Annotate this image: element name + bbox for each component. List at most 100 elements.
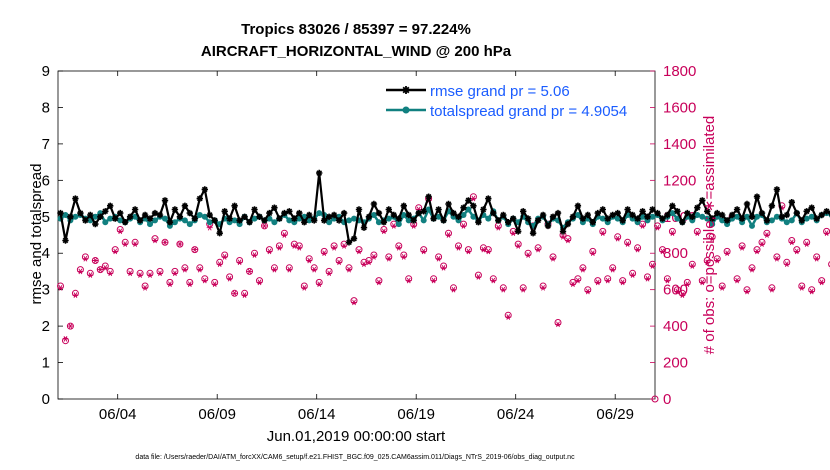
obs-assimilated-point [639, 223, 646, 229]
obs-possible-point [380, 226, 388, 233]
rmse-point [709, 215, 716, 222]
legend-rmse-marker [402, 86, 410, 94]
rmse-point [594, 209, 601, 217]
obs-possible-point [131, 238, 139, 246]
rmse-point [490, 209, 497, 217]
obs-possible-point [101, 262, 109, 270]
rmse-point [544, 222, 552, 230]
obs-possible-point [673, 286, 681, 294]
rmse-point [325, 213, 333, 220]
rmse-point [176, 213, 184, 220]
obs-assimilated-point [241, 292, 248, 298]
rmse-point [231, 202, 238, 209]
rmse-point [286, 208, 293, 215]
obs-possible-point [808, 286, 816, 294]
rmse-point [410, 217, 417, 224]
rmse-point [808, 204, 815, 211]
totalspread-point [803, 215, 810, 222]
rmse-point [455, 213, 462, 220]
x-axis-label: Jun.01,2019 00:00:00 start [267, 428, 446, 445]
obs-possible-point [753, 246, 761, 254]
obs-possible-point [86, 269, 94, 277]
obs-assimilated-point [599, 230, 606, 237]
obs-possible-point [574, 275, 582, 283]
obs-assimilated-point [256, 279, 263, 286]
totalspread-point [574, 212, 581, 218]
obs-possible-point [285, 264, 293, 272]
rmse-point [609, 211, 616, 219]
rmse-point [778, 213, 786, 220]
obs-possible-point [440, 262, 448, 270]
rmse-point [524, 215, 532, 222]
obs-possible-point [723, 247, 731, 255]
rmse-point [112, 215, 119, 222]
obs-possible-point [156, 267, 164, 275]
rmse-point [669, 202, 676, 209]
totalspread-point [375, 219, 382, 226]
obs-assimilated-point [261, 223, 268, 229]
obs-assimilated-point [749, 266, 756, 273]
obs-assimilated-point [276, 244, 283, 251]
obs-assimilated-point [236, 259, 243, 266]
obs-assimilated-point [186, 281, 193, 288]
rmse-point [689, 213, 696, 220]
obs-assimilated-point [624, 241, 631, 247]
rmse-point [72, 195, 79, 202]
left-y-axis-label: rmse and totalspread [28, 164, 45, 305]
obs-assimilated-point [122, 241, 129, 247]
obs-assimilated-point [480, 246, 487, 253]
obs-assimilated-point [699, 279, 706, 286]
left-y-tick-label: 3 [42, 282, 50, 299]
obs-possible-point [474, 271, 482, 279]
totalspread-point [400, 212, 407, 218]
obs-assimilated-point [719, 285, 726, 291]
rmse-point [520, 208, 527, 215]
right-y-tick-label: 1800 [663, 63, 696, 80]
left-y-tick-label: 4 [42, 245, 50, 262]
totalspread-point [326, 219, 333, 226]
totalspread-point [754, 213, 760, 220]
obs-possible-point [116, 226, 124, 233]
obs-possible-point [649, 260, 656, 268]
rmse-point [485, 195, 492, 202]
rmse-point [783, 211, 790, 219]
totalspread-point [734, 213, 741, 220]
rmse-point [510, 215, 517, 222]
rmse-point [793, 209, 800, 217]
rmse-point [579, 215, 587, 222]
obs-assimilated-point [520, 286, 527, 293]
obs-possible-point [111, 246, 119, 254]
rmse-point [201, 186, 208, 193]
totalspread-point [316, 210, 323, 217]
obs-assimilated-point [803, 241, 810, 247]
obs-possible-point [57, 282, 64, 290]
totalspread-point [719, 217, 726, 224]
obs-assimilated-point [783, 261, 790, 267]
rmse-point [505, 219, 512, 226]
obs-possible-point [355, 246, 363, 254]
x-tick-label: 06/09 [198, 406, 236, 423]
totalspread-point [117, 217, 124, 224]
obs-possible-point [584, 286, 592, 294]
left-y-tick-label: 0 [42, 391, 50, 408]
obs-assimilated-point [286, 266, 293, 273]
obs-possible-point [629, 269, 637, 277]
rmse-point [136, 217, 144, 224]
obs-possible-point [71, 289, 79, 297]
obs-possible-point [644, 273, 651, 281]
rmse-point [166, 219, 174, 226]
obs-possible-point [196, 264, 204, 272]
obs-assimilated-point [813, 255, 820, 262]
obs-possible-point [788, 237, 796, 244]
right-y-axis-label: # of obs: o=possible; ∗=assimilated [701, 116, 718, 355]
totalspread-point [181, 217, 188, 224]
rmse-point [161, 197, 169, 204]
obs-assimilated-point [808, 288, 815, 295]
obs-possible-point [136, 269, 144, 277]
obs-possible-point [464, 246, 472, 254]
data-file-footnote: data file: /Users/raeder/DAI/ATM_forcXX/… [135, 454, 575, 461]
right-y-tick-label: 200 [663, 355, 688, 372]
rmse-point [634, 215, 641, 222]
obs-assimilated-point [654, 224, 661, 231]
